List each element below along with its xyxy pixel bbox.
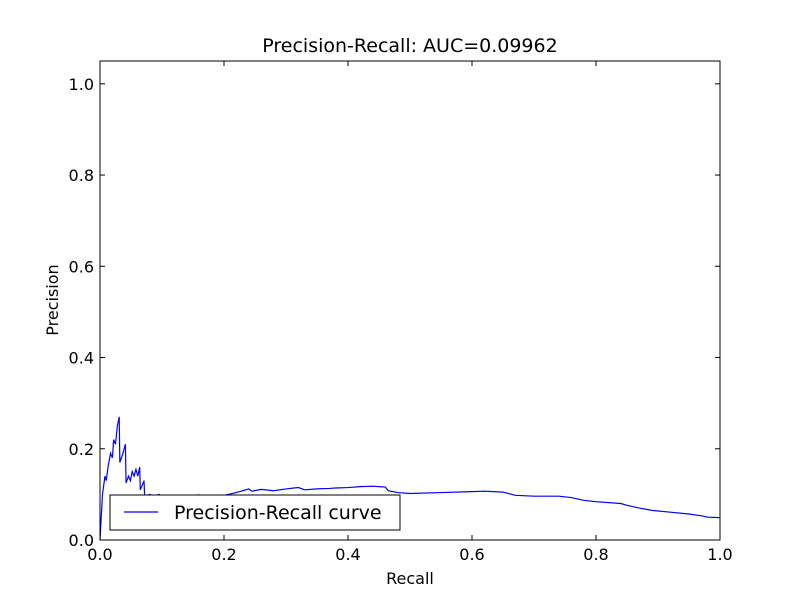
y-axis-label: Precision (43, 264, 62, 335)
x-tick-label: 0.4 (335, 545, 360, 564)
y-tick-label: 0.0 (69, 531, 94, 550)
y-tick-label: 0.6 (69, 257, 94, 276)
y-tick-label: 0.8 (69, 166, 94, 185)
x-tick-label: 0.0 (87, 545, 112, 564)
chart-title: Precision-Recall: AUC=0.09962 (262, 35, 557, 57)
plot-area (100, 61, 720, 540)
plot-frame (99, 60, 721, 541)
y-tick-label: 1.0 (69, 75, 94, 94)
ticks-layer: 0.0 0.2 0.4 0.6 0.8 1.0 0.0 0.2 0.4 0.6 0.8 1.0 (69, 61, 733, 564)
x-axis-label: Recall (386, 569, 434, 588)
legend: Precision-Recall curve (109, 494, 401, 531)
x-tick-label: 1.0 (707, 545, 732, 564)
curve-layer (99, 416, 721, 541)
y-tick-label: 0.4 (69, 349, 94, 368)
x-tick-label: 0.2 (211, 545, 236, 564)
x-tick-label: 0.8 (583, 545, 608, 564)
series-line-0 (99, 416, 721, 541)
y-tick-label: 0.2 (69, 440, 94, 459)
legend-box (109, 494, 401, 531)
legend-label: Precision-Recall curve (174, 502, 382, 524)
x-tick-label: 0.6 (459, 545, 484, 564)
